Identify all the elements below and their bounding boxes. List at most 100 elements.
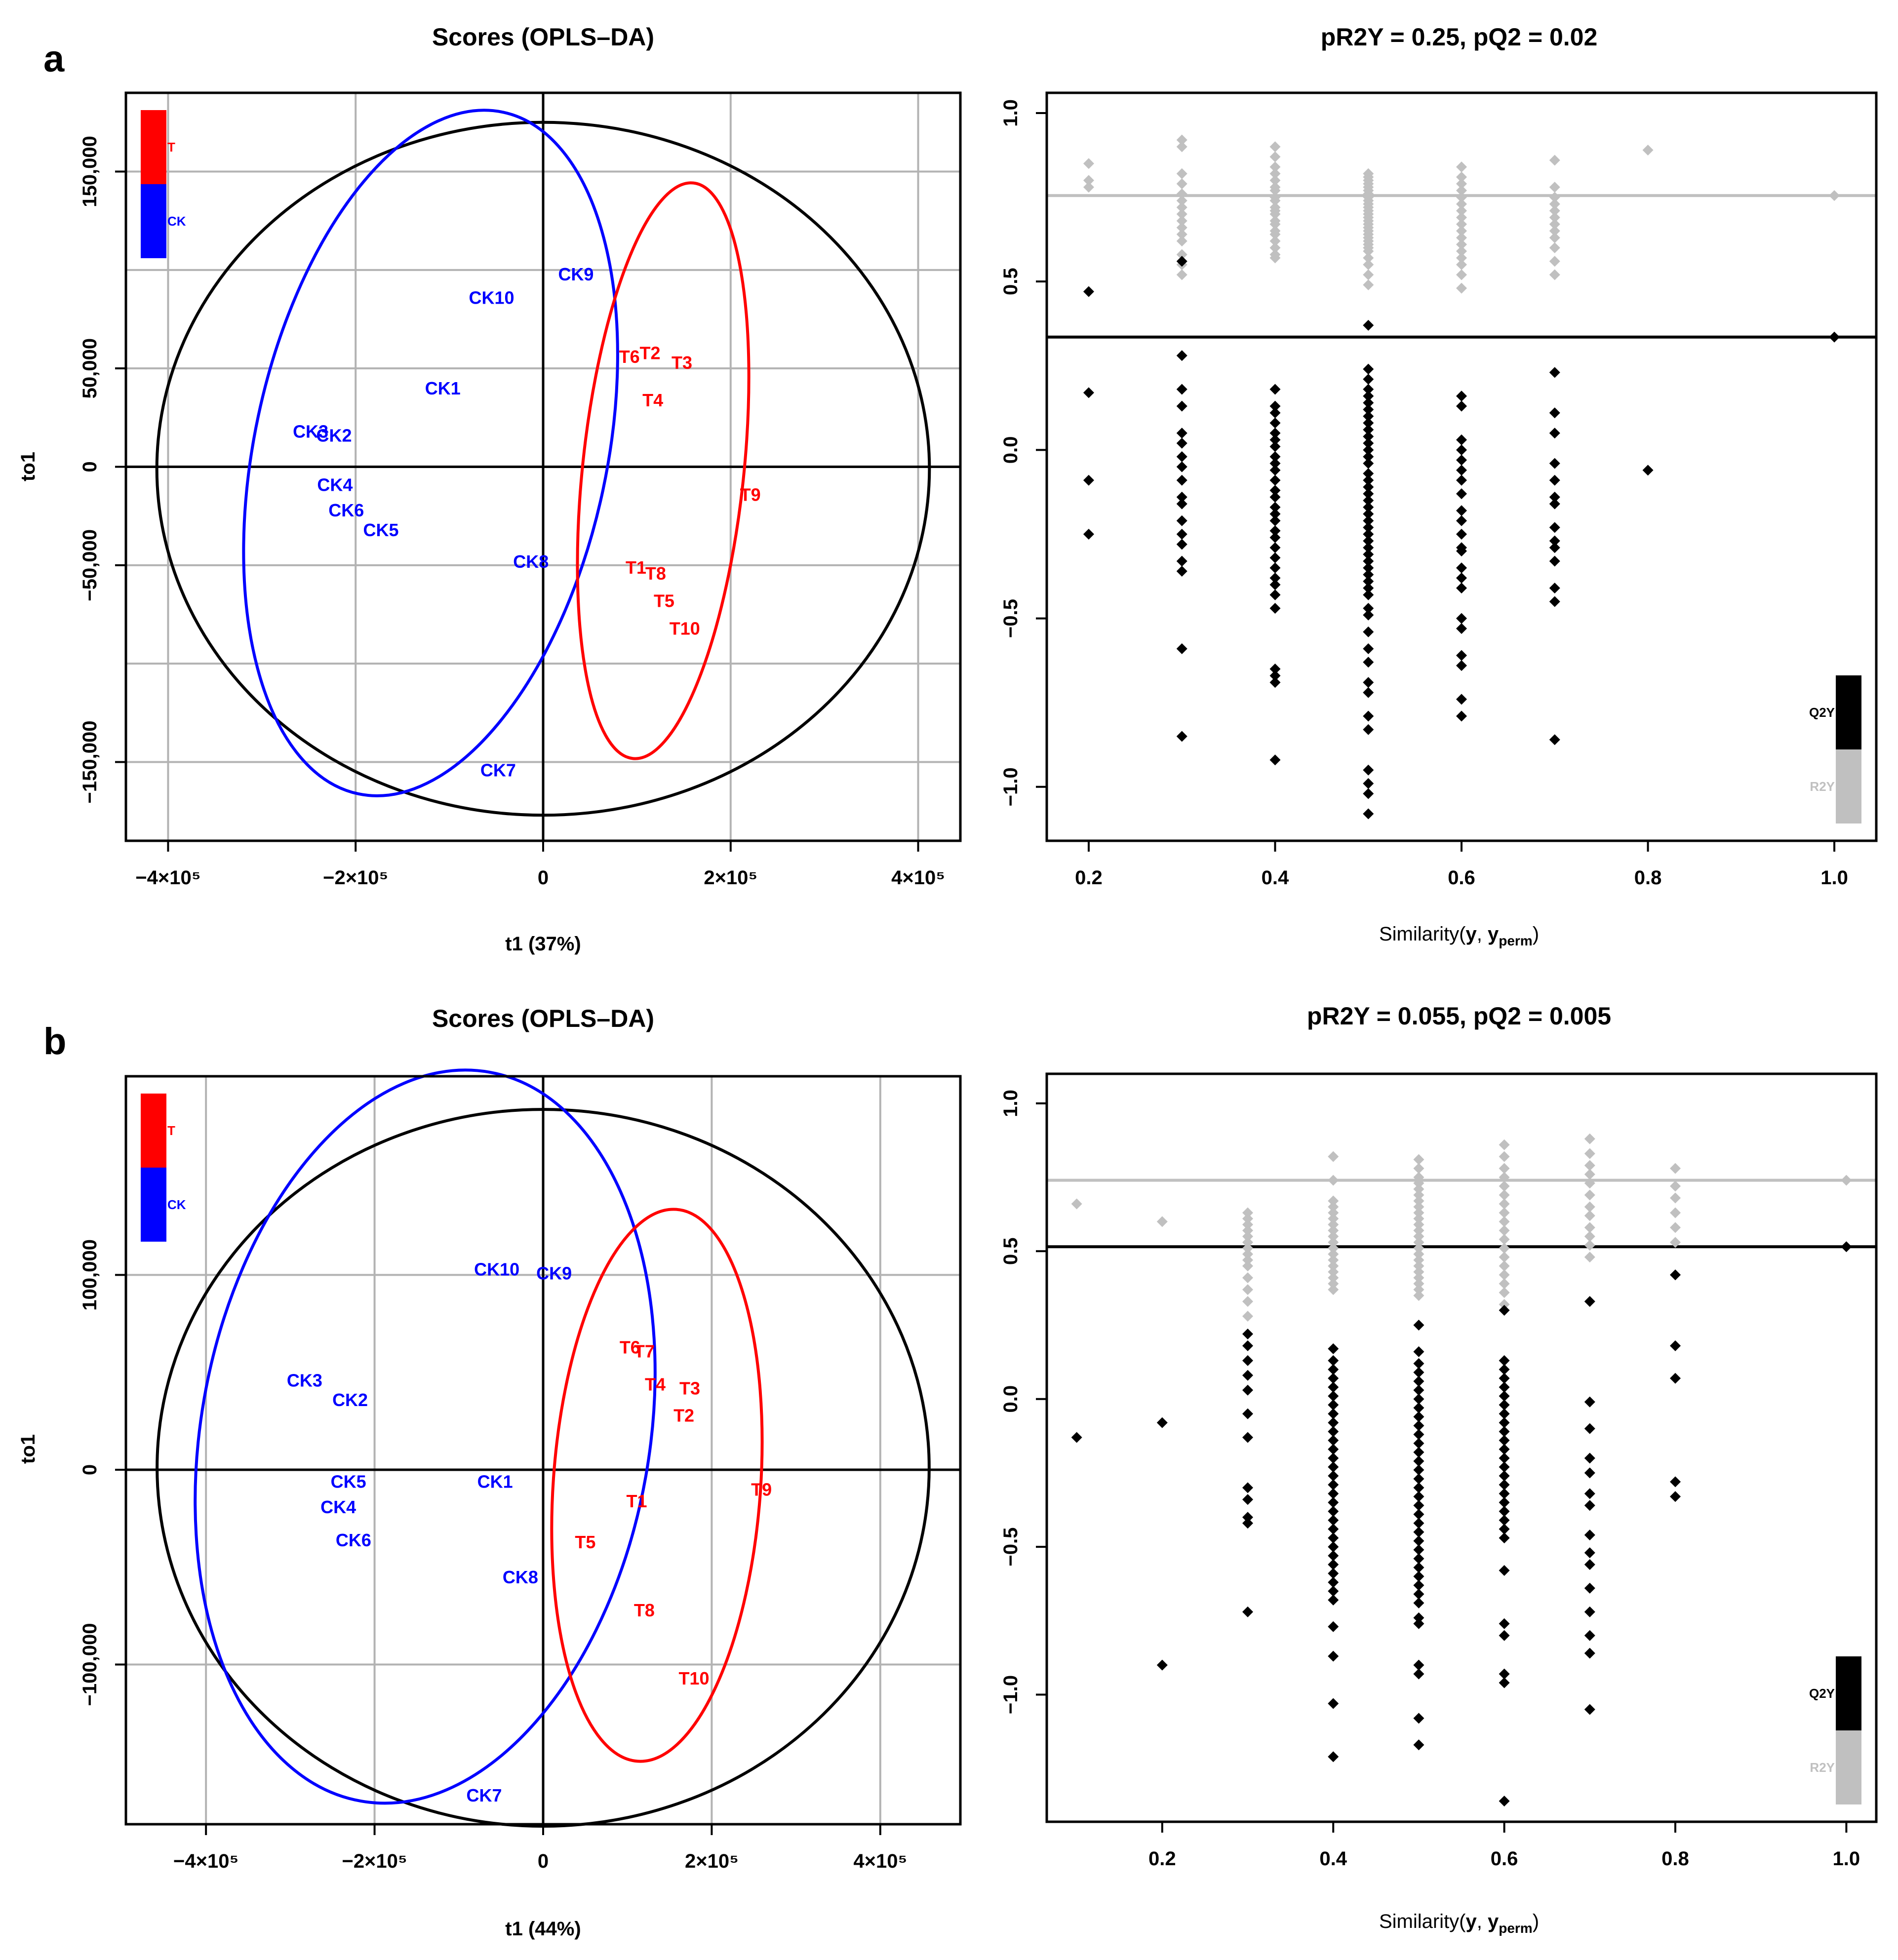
- point-r2y: [1363, 279, 1374, 290]
- panel-letter-b: b: [43, 1020, 66, 1062]
- point-r2y: [1269, 195, 1281, 206]
- point-q2y: [1413, 1713, 1424, 1724]
- point-q2y: [1328, 1408, 1339, 1419]
- point-r2y: [1269, 219, 1281, 230]
- point-r2y: [1584, 1189, 1595, 1201]
- point-q2y: [1328, 1426, 1339, 1437]
- point-r2y: [1584, 1201, 1595, 1213]
- point-q2y: [1156, 1417, 1168, 1428]
- point-q2y: [1363, 397, 1374, 408]
- point-q2y: [1584, 1630, 1595, 1641]
- point-r2y: [1328, 1243, 1339, 1254]
- point-q2y: [1549, 428, 1560, 439]
- point-q2y: [1499, 1677, 1510, 1688]
- point-q2y: [1499, 1532, 1510, 1544]
- point-q2y: [1584, 1704, 1595, 1715]
- point-label-ck5: CK5: [331, 1472, 366, 1492]
- point-q2y: [1328, 1506, 1339, 1517]
- point-r2y: [1363, 269, 1374, 280]
- point-r2y: [1242, 1243, 1254, 1254]
- point-label-t1: T1: [626, 557, 646, 578]
- chart-title: Scores (OPLS–DA): [432, 1005, 654, 1032]
- point-label-ck9: CK9: [536, 1263, 572, 1283]
- point-q2y: [1363, 437, 1374, 449]
- point-q2y: [1669, 1476, 1681, 1488]
- point-q2y: [1363, 474, 1374, 486]
- point-label-t6: T6: [619, 347, 640, 367]
- point-r2y: [1549, 242, 1560, 253]
- point-q2y: [1269, 407, 1281, 419]
- point-r2y: [1549, 205, 1560, 216]
- point-q2y: [1269, 589, 1281, 600]
- x-tick-label: −4×10⁵: [135, 867, 200, 889]
- chart-title: Scores (OPLS–DA): [432, 23, 654, 51]
- y-tick-label: 1.0: [1000, 99, 1022, 127]
- point-q2y: [1363, 562, 1374, 574]
- point-q2y: [1363, 411, 1374, 422]
- point-q2y: [1456, 650, 1467, 661]
- point-q2y: [1083, 286, 1094, 297]
- point-r2y: [1413, 1231, 1424, 1242]
- point-q2y: [1549, 474, 1560, 486]
- permutation-plot-a: pR2Y = 0.25, pQ2 = 0.02 0.2 0.4 0.6 0.8 1.0 …: [1000, 23, 1878, 948]
- point-r2y: [1456, 269, 1467, 280]
- point-label-t6: T6: [620, 1337, 640, 1357]
- point-q2y: [1499, 1515, 1510, 1526]
- point-q2y: [1328, 1532, 1339, 1544]
- point-r2y: [1499, 1243, 1510, 1254]
- point-q2y: [1584, 1396, 1595, 1408]
- point-r2y: [1242, 1207, 1254, 1218]
- point-r2y: [1584, 1133, 1595, 1144]
- y-tick-label: 0.0: [1000, 436, 1022, 464]
- x-tick-label: −2×10⁵: [342, 1850, 407, 1872]
- legend-swatch-q2y: [1836, 1656, 1861, 1730]
- point-r2y: [1242, 1272, 1254, 1284]
- point-r2y: [1242, 1237, 1254, 1248]
- point-q2y: [1328, 1435, 1339, 1446]
- point-q2y: [1363, 431, 1374, 442]
- point-q2y: [1176, 437, 1187, 449]
- point-q2y: [1328, 1698, 1339, 1709]
- point-q2y: [1549, 367, 1560, 378]
- point-q2y: [1242, 1408, 1254, 1419]
- point-q2y: [1176, 491, 1187, 503]
- point-q2y: [1413, 1491, 1424, 1502]
- point-q2y: [1269, 562, 1281, 574]
- point-q2y: [1242, 1518, 1254, 1529]
- point-r2y: [1456, 178, 1467, 190]
- point-q2y: [1499, 1668, 1510, 1680]
- zero-axes: [126, 93, 960, 841]
- point-label-t8: T8: [634, 1600, 655, 1620]
- point-q2y: [1456, 583, 1467, 594]
- point-q2y: [1413, 1482, 1424, 1493]
- point-q2y: [1413, 1455, 1424, 1467]
- point-q2y: [1363, 384, 1374, 395]
- point-q2y: [1328, 1479, 1339, 1490]
- point-label-ck4: CK4: [320, 1497, 356, 1517]
- point-label-ck3: CK3: [293, 422, 328, 442]
- point-r2y: [1328, 1207, 1339, 1218]
- legend-label-ck: CK: [167, 214, 186, 229]
- point-q2y: [1242, 1328, 1254, 1339]
- y-axis-label: to1: [17, 452, 39, 481]
- point-r2y: [1499, 1163, 1510, 1174]
- point-r2y: [1413, 1219, 1424, 1230]
- point-r2y: [1363, 252, 1374, 264]
- point-r2y: [1328, 1260, 1339, 1272]
- point-q2y: [1669, 1269, 1681, 1281]
- point-q2y: [1269, 515, 1281, 526]
- point-r2y: [1242, 1296, 1254, 1307]
- point-r2y: [1083, 175, 1094, 186]
- point-q2y: [1456, 474, 1467, 486]
- point-q2y: [1242, 1482, 1254, 1493]
- point-r2y: [1456, 245, 1467, 257]
- point-q2y: [1499, 1470, 1510, 1482]
- point-q2y: [1669, 1372, 1681, 1384]
- point-label-ck8: CK8: [503, 1567, 538, 1587]
- x-axis-ticks: −4×10⁵ −2×10⁵ 0 2×10⁵ 4×10⁵: [173, 1824, 907, 1872]
- point-q2y: [1328, 1594, 1339, 1606]
- point-q2y: [1242, 1384, 1254, 1396]
- point-r2y: [1456, 212, 1467, 223]
- point-q2y: [1363, 391, 1374, 402]
- point-r2y: [1841, 1175, 1852, 1186]
